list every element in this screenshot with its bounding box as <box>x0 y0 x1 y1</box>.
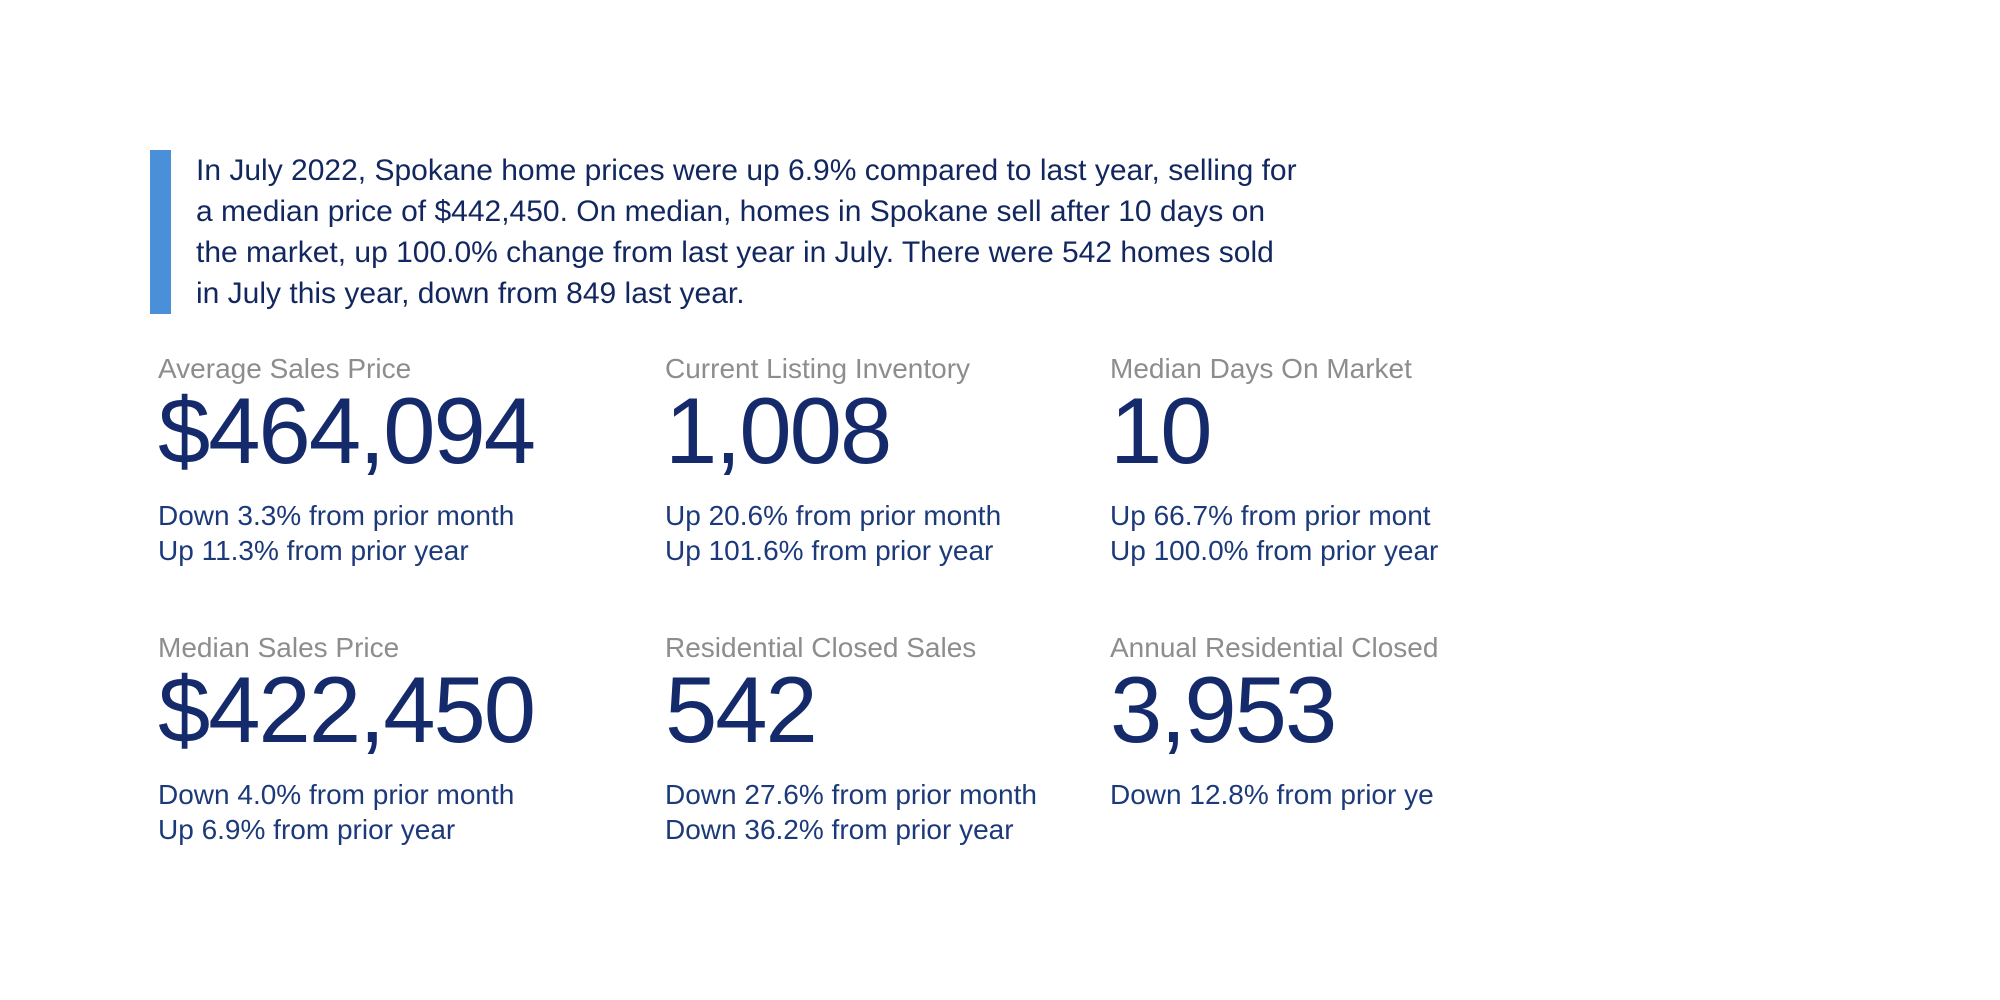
stat-value: $464,094 <box>158 378 536 483</box>
stat-value: $422,450 <box>158 657 536 762</box>
stat-change-month: Up 66.7% from prior mont <box>1110 500 1431 531</box>
stat-changes: Up 20.6% from prior month Up 101.6% from… <box>665 498 1110 568</box>
stat-change-month: Down 4.0% from prior month <box>158 779 515 810</box>
stat-card-residential-closed-sales: Residential Closed Sales 542 Down 27.6% … <box>665 631 1110 847</box>
stat-card-average-sales-price: Average Sales Price $464,094 Down 3.3% f… <box>158 352 665 568</box>
stat-value: 542 <box>665 657 818 762</box>
quote-accent-bar <box>150 150 171 314</box>
content-clip: In July 2022, Spokane home prices were u… <box>150 150 1464 847</box>
stat-label: Annual Residential Closed <box>1110 632 1439 663</box>
stat-change-year: Up 101.6% from prior year <box>665 535 994 566</box>
quote-text: In July 2022, Spokane home prices were u… <box>196 154 1297 310</box>
stat-changes: Down 3.3% from prior month Up 11.3% from… <box>158 498 665 568</box>
stat-value: 3,953 <box>1110 657 1337 762</box>
stat-change-year: Up 11.3% from prior year <box>158 535 469 566</box>
stat-change-month: Down 27.6% from prior month <box>665 779 1037 810</box>
stat-change-year: Down 12.8% from prior ye <box>1110 779 1434 810</box>
stat-card-median-days-on-market: Median Days On Market 10 Up 66.7% from p… <box>1110 352 1464 568</box>
stat-label: Residential Closed Sales <box>665 632 977 663</box>
market-summary-quote: In July 2022, Spokane home prices were u… <box>150 150 1464 314</box>
stat-card-annual-residential-closed: Annual Residential Closed 3,953 Down 12.… <box>1110 631 1464 847</box>
stat-change-month: Up 20.6% from prior month <box>665 500 1002 531</box>
stat-change-year: Down 36.2% from prior year <box>665 814 1014 845</box>
stat-changes: Down 12.8% from prior ye <box>1110 777 1464 812</box>
stat-change-month: Down 3.3% from prior month <box>158 500 515 531</box>
stat-label: Average Sales Price <box>158 353 412 384</box>
stat-change-year: Up 6.9% from prior year <box>158 814 456 845</box>
stat-label: Median Sales Price <box>158 632 400 663</box>
stat-changes: Down 4.0% from prior month Up 6.9% from … <box>158 777 665 847</box>
stat-card-median-sales-price: Median Sales Price $422,450 Down 4.0% fr… <box>158 631 665 847</box>
stat-label: Median Days On Market <box>1110 353 1412 384</box>
stat-changes: Down 27.6% from prior month Down 36.2% f… <box>665 777 1110 847</box>
stat-label: Current Listing Inventory <box>665 353 971 384</box>
stats-grid: Average Sales Price $464,094 Down 3.3% f… <box>158 352 1464 847</box>
stat-value: 1,008 <box>665 378 892 483</box>
stat-value: 10 <box>1110 378 1213 483</box>
stat-changes: Up 66.7% from prior mont Up 100.0% from … <box>1110 498 1464 568</box>
stat-card-current-listing-inventory: Current Listing Inventory 1,008 Up 20.6%… <box>665 352 1110 568</box>
stat-change-year: Up 100.0% from prior year <box>1110 535 1439 566</box>
